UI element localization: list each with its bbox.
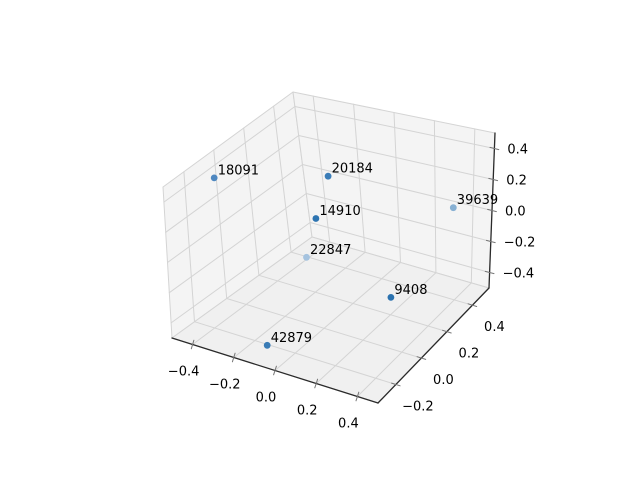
z-tick-label: 0.4: [507, 143, 528, 158]
y-tick-mark: [416, 356, 427, 360]
y-tick-mark: [442, 329, 452, 334]
z-tick-mark: [488, 177, 499, 182]
y-tick-mark: [391, 382, 401, 387]
x-tick-label: 0.4: [338, 417, 359, 432]
x-tick-mark: [355, 391, 360, 402]
z-grid-line: [168, 193, 307, 294]
point-label: 39639: [457, 193, 498, 208]
z-grid-line: [167, 164, 303, 263]
point-label: 18091: [218, 163, 259, 178]
x-grid-line: [233, 251, 366, 358]
point-label: 22847: [310, 243, 351, 258]
data-point: [303, 253, 310, 261]
y-tick-label: −0.2: [402, 400, 434, 415]
z-tick-label: 0.2: [506, 174, 527, 189]
x-tick-label: −0.2: [209, 378, 241, 393]
y-tick-label: 0.0: [433, 373, 454, 388]
point-label: 20184: [332, 162, 373, 177]
data-points: [210, 172, 457, 349]
x-tick-label: −0.4: [168, 365, 200, 380]
x-grid-line: [274, 262, 401, 371]
x-tick-label: 0.2: [297, 404, 318, 419]
grid-lines: [163, 95, 495, 397]
z-tick-label: 0.0: [505, 205, 526, 220]
y-tick-label: 0.2: [459, 347, 480, 362]
z-grid-line: [294, 106, 495, 149]
z-grid-line: [305, 193, 492, 242]
data-point: [324, 172, 332, 180]
y-grid-line: [290, 251, 473, 306]
z-tick-mark: [489, 146, 500, 151]
x-tick-mark: [190, 339, 195, 350]
z-tick-label: −0.2: [504, 236, 536, 251]
x-tick-mark: [273, 365, 277, 376]
z-grid-line: [170, 222, 311, 324]
y-grid-line: [226, 298, 422, 359]
data-point: [210, 174, 218, 182]
point-label: 42879: [271, 331, 312, 346]
data-point: [387, 294, 395, 301]
y-tick-mark: [467, 303, 478, 307]
tick-marks: [190, 146, 500, 402]
data-point: [312, 215, 320, 222]
y-grid-line: [194, 321, 397, 385]
x-tick-mark: [314, 378, 319, 389]
point-label: 14910: [319, 204, 360, 219]
z-tick-mark: [487, 208, 497, 213]
y-axis-spine: [377, 287, 490, 404]
z-tick-label: −0.4: [503, 267, 535, 282]
z-grid-line: [298, 135, 494, 180]
z-grid-line: [163, 106, 296, 203]
tick-labels: −0.4 −0.2 0.0 0.2 0.4 −0.2 0.0 0.2 0.4 −0.4 −0.2 0.…: [168, 143, 536, 432]
data-point: [449, 204, 457, 212]
y-grid-line: [258, 274, 448, 333]
z-grid-line: [165, 135, 300, 233]
z-grid-line: [309, 222, 491, 273]
x-grid-line: [315, 272, 437, 384]
point-labels: 18091 20184 14910 39639 22847 9408 42879: [218, 162, 498, 346]
z-tick-mark: [485, 239, 496, 244]
data-point: [263, 341, 271, 349]
x-tick-label: 0.0: [256, 391, 277, 406]
z-grid-line: [302, 164, 493, 211]
y-tick-label: 0.4: [484, 320, 505, 335]
x-tick-mark: [231, 352, 236, 363]
point-label: 9408: [394, 283, 427, 298]
z-tick-mark: [484, 270, 495, 275]
x-grid-line: [356, 282, 472, 397]
